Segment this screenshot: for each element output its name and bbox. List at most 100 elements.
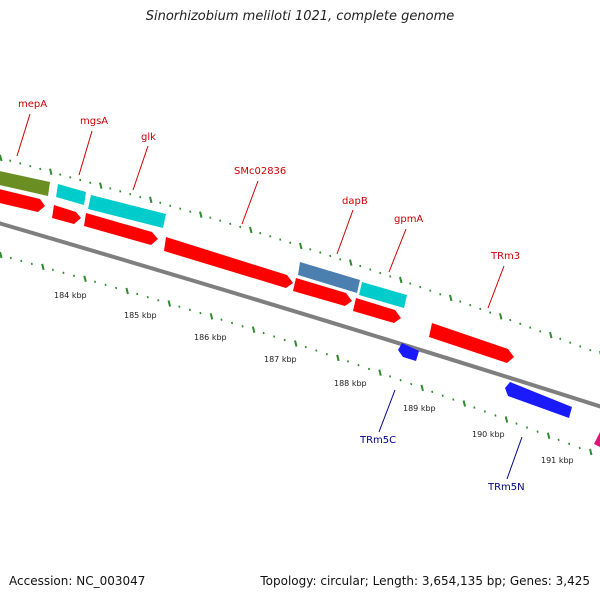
major-tick <box>167 300 172 307</box>
gene-label-glk[interactable]: glk <box>141 132 156 143</box>
inner-tick-ring <box>0 251 593 456</box>
minor-tick <box>489 311 492 314</box>
major-tick <box>378 369 382 376</box>
minor-tick <box>399 379 402 382</box>
gene-label-trm5c[interactable]: TRm5C <box>359 435 396 446</box>
minor-tick <box>494 414 497 417</box>
feature-cds-5[interactable] <box>353 298 401 323</box>
scale-label: 185 kbp <box>124 311 157 320</box>
feature-track <box>0 170 600 447</box>
minor-tick <box>526 426 529 429</box>
gene-labels: mepA mgsA glk SMc02836 dapB gpmA TRm3 TR… <box>18 99 525 493</box>
scale-label: 187 kbp <box>264 355 297 364</box>
minor-tick <box>473 406 476 409</box>
minor-tick <box>439 293 442 296</box>
gene-label-trm3[interactable]: TRm3 <box>490 251 520 262</box>
feature-smc02836[interactable] <box>164 237 293 288</box>
minor-tick <box>429 289 432 292</box>
feature-trm5n[interactable] <box>505 382 572 418</box>
major-tick <box>49 168 53 175</box>
minor-tick <box>557 438 560 441</box>
genome-stats-text: Topology: circular; Length: 3,654,135 bp… <box>260 574 590 588</box>
major-tick <box>294 340 298 347</box>
gene-label-mepA[interactable]: mepA <box>18 99 47 110</box>
feature-glk[interactable] <box>88 195 166 228</box>
minor-tick <box>209 216 212 219</box>
minor-tick <box>359 264 362 268</box>
gene-label-smc02836[interactable]: SMc02836 <box>234 166 286 177</box>
minor-tick <box>219 219 222 222</box>
feature-edge-magenta[interactable] <box>594 432 600 447</box>
feature-cds-3[interactable] <box>84 213 158 245</box>
major-tick <box>449 294 453 302</box>
major-tick <box>149 196 153 204</box>
minor-tick <box>483 410 486 413</box>
feature-trm3[interactable] <box>429 323 514 363</box>
minor-tick <box>410 382 413 386</box>
major-tick <box>0 154 3 162</box>
feature-cds-4[interactable] <box>293 278 352 306</box>
minor-tick <box>115 286 118 290</box>
minor-tick <box>325 353 328 356</box>
minor-tick <box>379 271 382 275</box>
minor-tick <box>20 259 23 263</box>
minor-tick <box>559 337 562 341</box>
major-tick <box>504 416 509 423</box>
minor-tick <box>179 207 182 210</box>
minor-tick <box>231 321 234 325</box>
feature-mgsA[interactable] <box>56 184 86 205</box>
minor-tick <box>62 271 65 274</box>
scale-label: 188 kbp <box>334 379 367 388</box>
scale-labels: 184 kbp 185 kbp 186 kbp 187 kbp 188 kbp … <box>54 291 574 465</box>
scale-label: 190 kbp <box>472 430 505 439</box>
minor-tick <box>389 275 392 278</box>
feature-gpmA[interactable] <box>359 282 407 308</box>
major-tick <box>41 263 45 271</box>
minor-tick <box>199 311 202 315</box>
page-title: Sinorhizobium meliloti 1021, complete ge… <box>145 9 455 24</box>
minor-tick <box>229 222 232 225</box>
minor-tick <box>419 285 422 289</box>
minor-tick <box>189 210 192 213</box>
minor-tick <box>19 162 22 165</box>
outer-tick-ring <box>0 154 600 356</box>
major-tick <box>589 448 593 456</box>
major-tick <box>125 287 129 295</box>
gene-label-mgsA[interactable]: mgsA <box>80 116 108 127</box>
reverse-label-leaders <box>378 389 523 480</box>
major-tick <box>549 331 553 339</box>
major-tick <box>199 211 203 218</box>
minor-tick <box>329 254 332 258</box>
minor-tick <box>519 322 522 325</box>
feature-cds-1[interactable] <box>0 188 45 212</box>
major-tick <box>0 251 3 259</box>
minor-tick <box>357 363 360 367</box>
minor-tick <box>578 446 581 450</box>
minor-tick <box>346 360 349 363</box>
feature-dapB[interactable] <box>298 262 360 293</box>
gene-label-trm5n[interactable]: TRm5N <box>487 482 525 493</box>
major-tick <box>499 313 503 320</box>
minor-tick <box>146 295 149 299</box>
feature-trm5c[interactable] <box>398 343 419 361</box>
minor-tick <box>459 300 462 303</box>
feature-cds-2[interactable] <box>52 205 81 224</box>
minor-tick <box>169 204 172 207</box>
minor-tick <box>389 375 392 378</box>
minor-tick <box>188 308 191 312</box>
minor-tick <box>94 280 97 284</box>
minor-tick <box>509 318 512 322</box>
minor-tick <box>104 283 107 287</box>
minor-tick <box>136 292 139 296</box>
gene-label-gpmA[interactable]: gpmA <box>394 214 423 225</box>
minor-tick <box>9 159 12 162</box>
scale-label: 184 kbp <box>54 291 87 300</box>
gene-label-dapB[interactable]: dapB <box>342 196 368 207</box>
minor-tick <box>30 262 33 266</box>
minor-tick <box>273 335 276 338</box>
major-tick <box>546 432 551 439</box>
minor-tick <box>369 268 372 271</box>
major-tick <box>349 259 353 266</box>
feature-mepA[interactable] <box>0 170 50 196</box>
